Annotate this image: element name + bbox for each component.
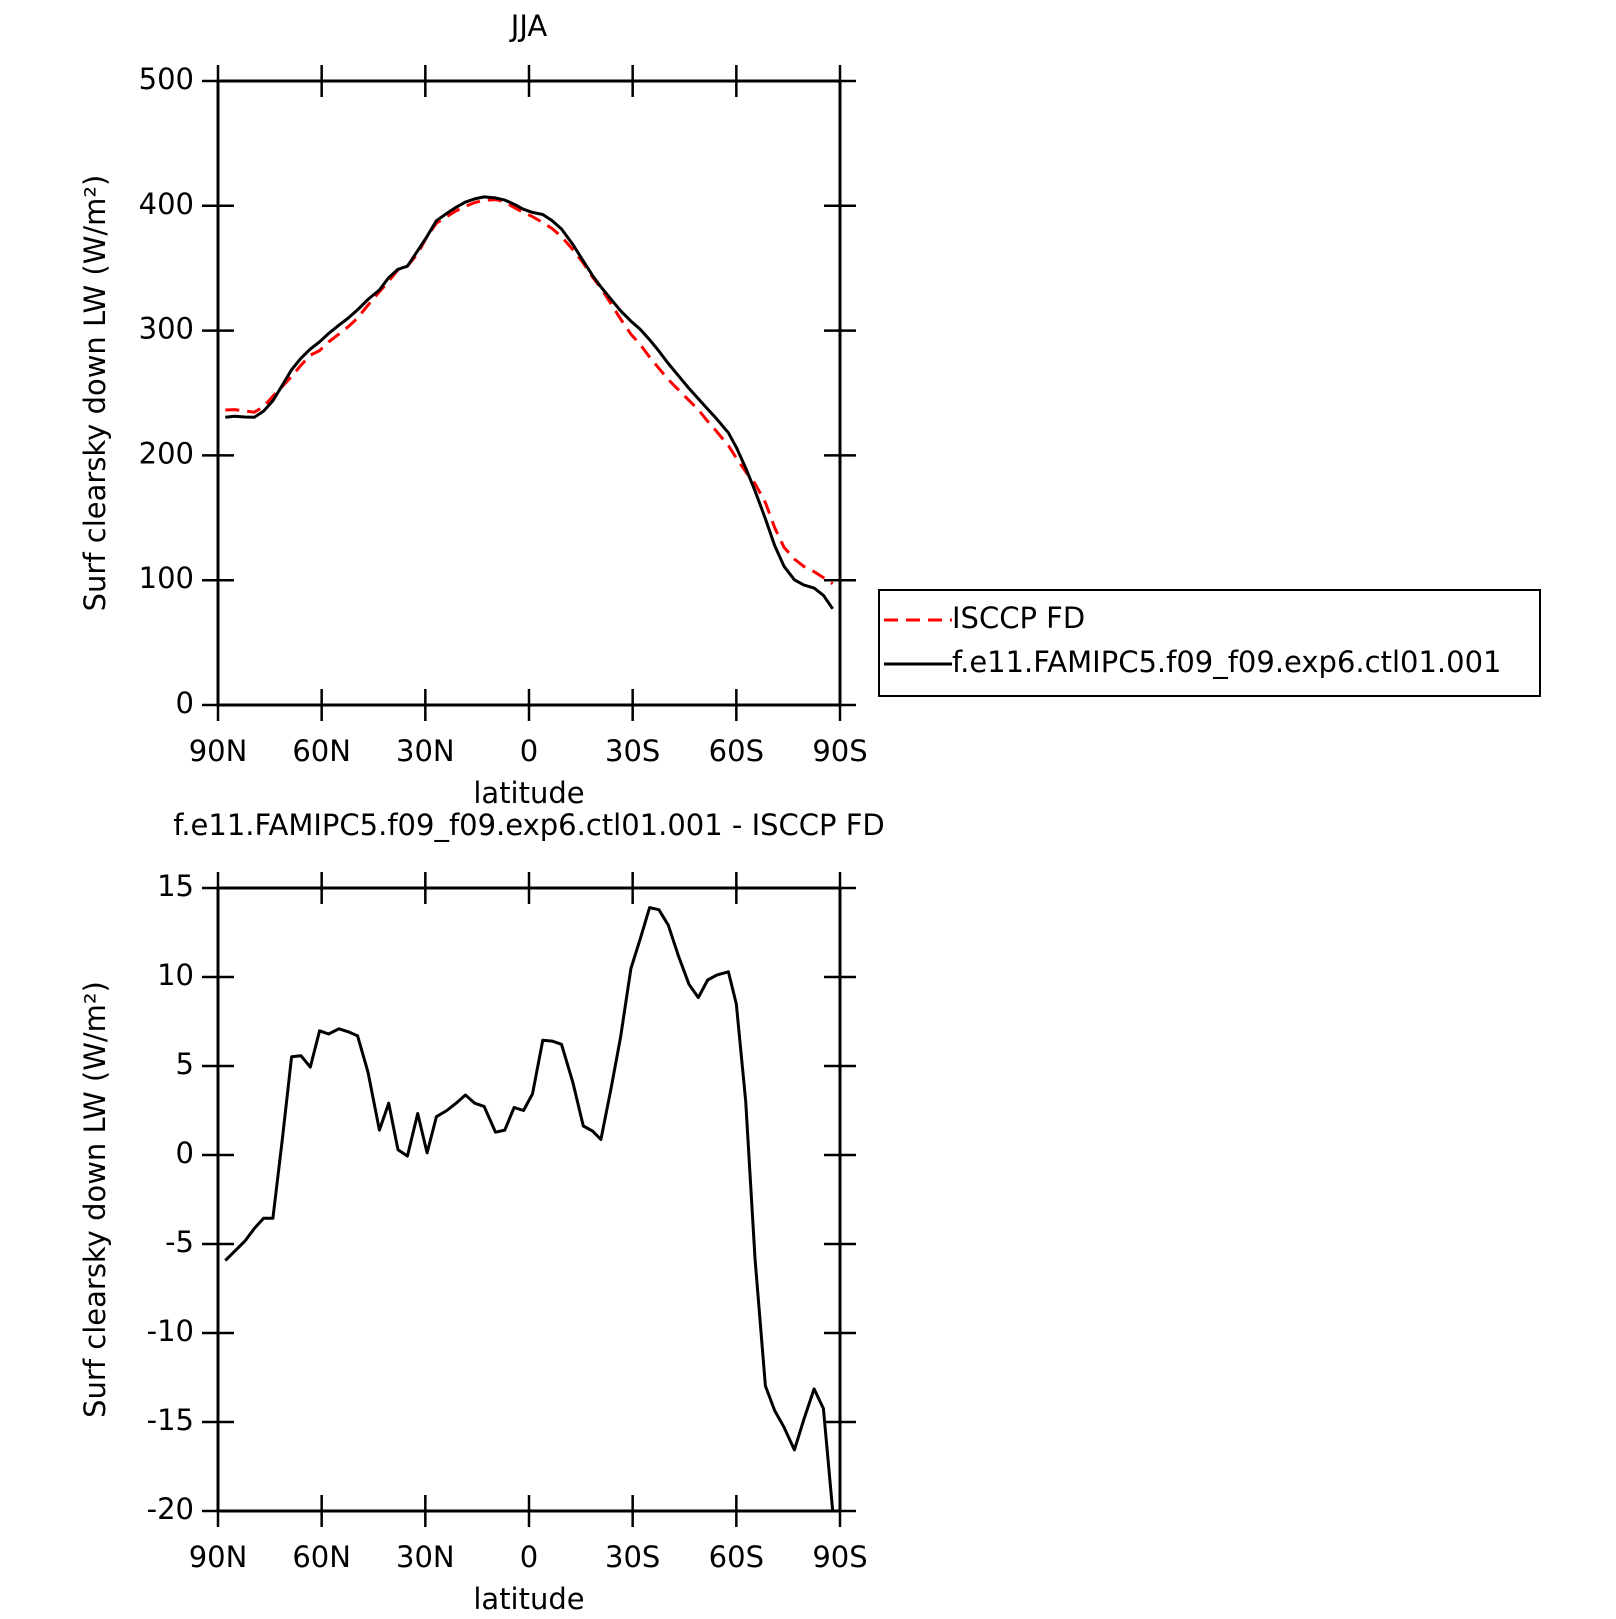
- legend-label: f.e11.FAMIPC5.f09_f09.exp6.ctl01.001: [952, 645, 1501, 679]
- x-tick-label: 0: [520, 734, 538, 768]
- chart-title: JJA: [509, 9, 548, 43]
- x-tick-label: 30N: [396, 1540, 455, 1574]
- data-line: [225, 198, 834, 586]
- y-tick-label: 500: [139, 62, 194, 96]
- x-tick-label: 30S: [605, 1540, 660, 1574]
- y-tick-label: 15: [157, 869, 194, 903]
- legend-box: [878, 589, 1541, 697]
- x-tick-label: 90N: [189, 734, 248, 768]
- x-tick-label: 60N: [292, 734, 351, 768]
- x-tick-label: 60N: [292, 1540, 351, 1574]
- y-tick-label: 300: [139, 312, 194, 346]
- x-tick-label: 30S: [605, 734, 660, 768]
- plot-frame: [216, 79, 842, 707]
- data-line: [224, 906, 835, 1512]
- x-tick-label: 90S: [812, 734, 867, 768]
- legend-label: ISCCP FD: [952, 601, 1085, 635]
- plot-frame: [216, 886, 842, 1513]
- y-tick-label: -20: [147, 1492, 194, 1526]
- x-tick-label: 60S: [709, 1540, 764, 1574]
- y-tick-label: -10: [147, 1314, 194, 1348]
- y-tick-label: 0: [176, 686, 194, 720]
- y-tick-label: 0: [176, 1136, 194, 1170]
- data-line: [225, 195, 834, 610]
- x-axis-label: latitude: [473, 776, 584, 810]
- x-tick-label: 90S: [812, 1540, 867, 1574]
- y-tick-label: -5: [165, 1225, 194, 1259]
- y-tick-label: 200: [139, 436, 194, 470]
- y-tick-label: 100: [139, 561, 194, 595]
- y-axis-label: Surf clearsky down LW (W/m²): [78, 175, 112, 612]
- x-tick-label: 0: [520, 1540, 538, 1574]
- x-tick-label: 90N: [189, 1540, 248, 1574]
- y-tick-label: 5: [176, 1047, 194, 1081]
- y-axis-label: Surf clearsky down LW (W/m²): [78, 981, 112, 1418]
- y-tick-label: 400: [139, 187, 194, 221]
- x-axis-label: latitude: [473, 1582, 584, 1616]
- x-tick-label: 60S: [709, 734, 764, 768]
- y-tick-label: -15: [147, 1403, 194, 1437]
- y-tick-label: 10: [157, 958, 194, 992]
- chart-title: f.e11.FAMIPC5.f09_f09.exp6.ctl01.001 - I…: [173, 808, 885, 842]
- x-tick-label: 30N: [396, 734, 455, 768]
